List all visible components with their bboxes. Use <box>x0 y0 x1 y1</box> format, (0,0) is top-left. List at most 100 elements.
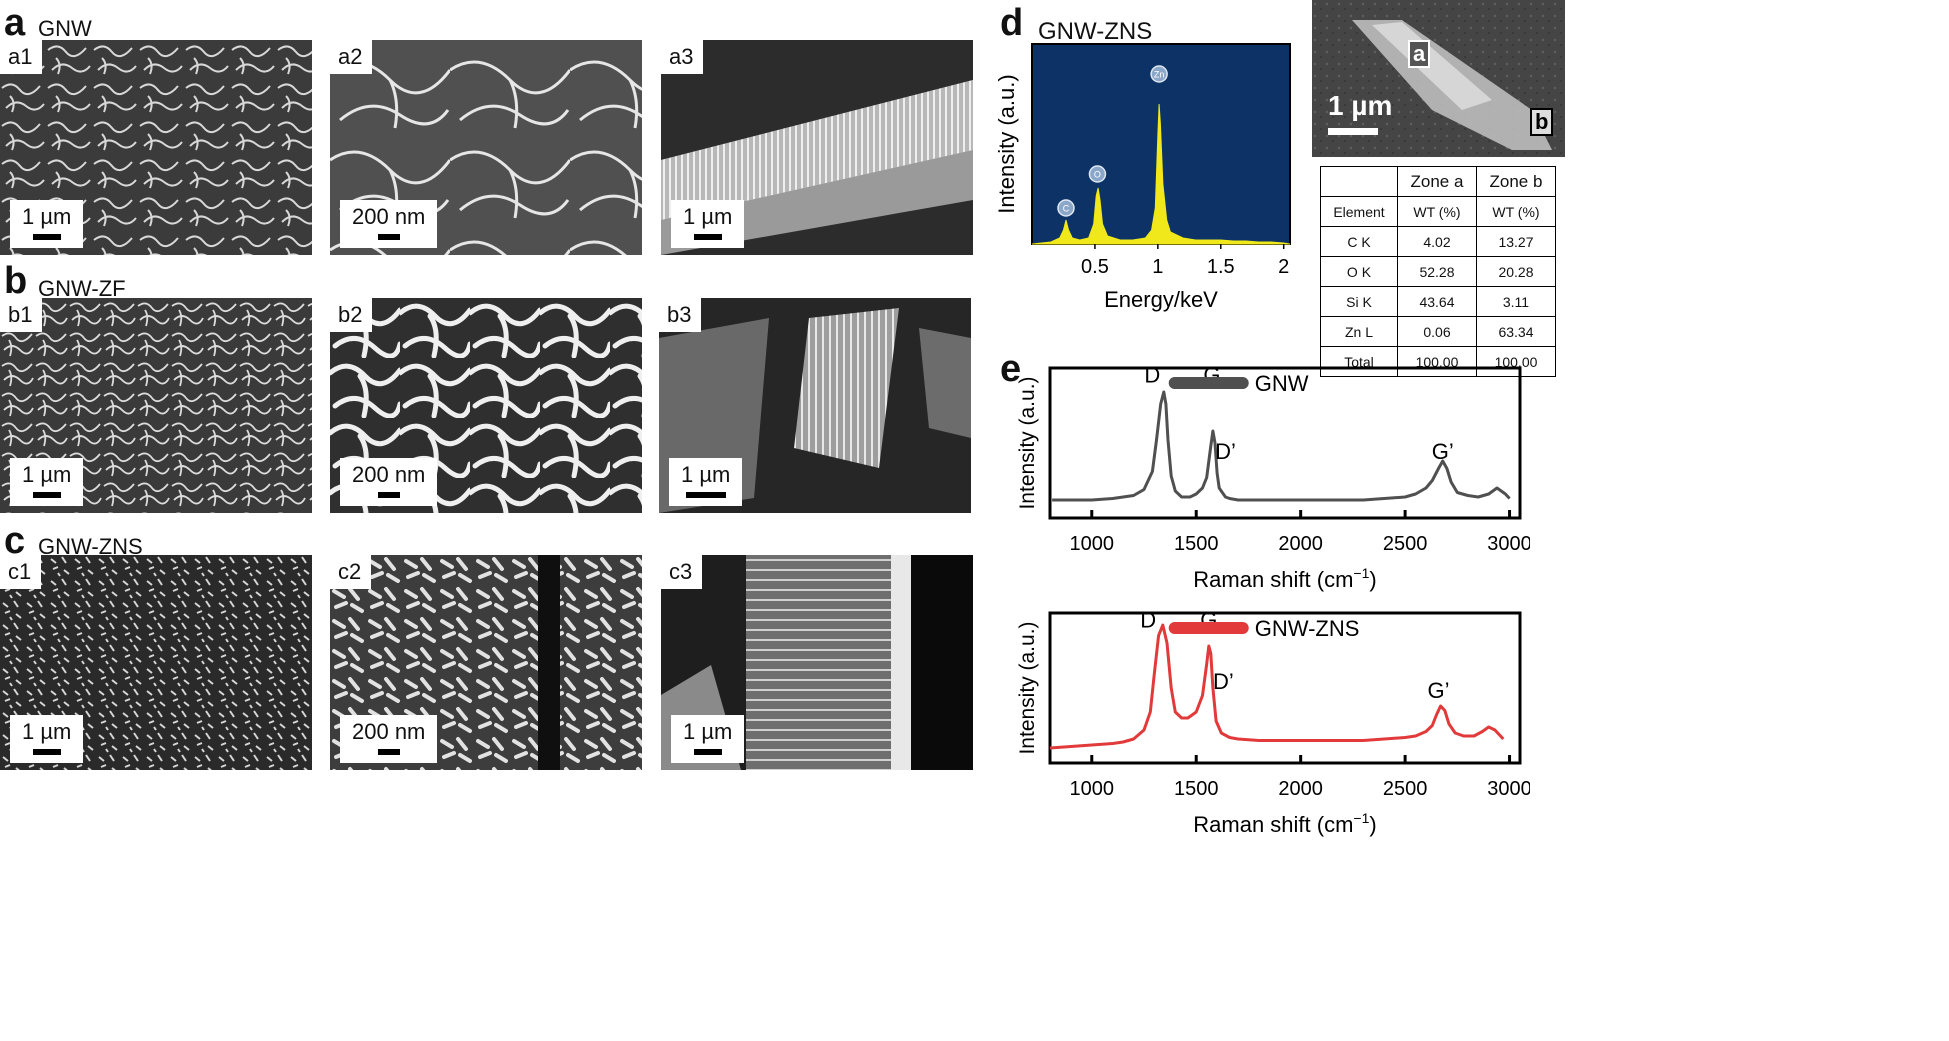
scale-bar-c3: 1 µm <box>671 715 745 763</box>
sem-image-a3: a3 1 µm <box>661 40 973 255</box>
table-header-row: Zone a Zone b <box>1320 166 1557 197</box>
scale-bar-b1: 1 µm <box>10 458 84 506</box>
x-tick-label: 2000 <box>1278 778 1323 800</box>
x-tick-label: 1000 <box>1070 778 1115 800</box>
sem-image-d: a b 1 µm <box>1312 0 1565 157</box>
x-tick-label: 1.5 <box>1207 256 1235 278</box>
panel-letter-a: a <box>4 2 26 44</box>
x-tick-label: 2000 <box>1278 533 1323 555</box>
x-tick-label: 1500 <box>1174 533 1219 555</box>
sem-image-b2: b2 200 nm <box>330 298 642 513</box>
table-cell: 52.28 <box>1396 256 1477 287</box>
panel-a-label: GNW <box>38 16 92 41</box>
x-tick-label: 3000 <box>1487 778 1530 800</box>
sem-image-a1: a1 1 µm <box>0 40 312 255</box>
sem-image-c1: c1 1 µm <box>0 555 312 770</box>
peak-label: C <box>1063 204 1070 214</box>
scale-text: 1 µm <box>683 204 733 229</box>
plot-frame <box>1048 366 1522 520</box>
subpanel-label-b3: b3 <box>659 298 702 332</box>
plot-frame <box>1048 611 1522 765</box>
sem-image-c3: c3 1 µm <box>661 555 973 770</box>
zone-b-marker: b <box>1530 108 1554 137</box>
scale-text: 1 µm <box>1328 90 1393 121</box>
subpanel-label-a3: a3 <box>661 40 704 74</box>
scale-text: 1 µm <box>683 719 733 744</box>
scale-bar-d: 1 µm <box>1328 92 1392 135</box>
subpanel-label-c3: c3 <box>661 555 703 589</box>
table-cell: 100.00 <box>1396 346 1477 377</box>
table-cell: 13.27 <box>1475 226 1557 257</box>
scale-text: 200 nm <box>352 204 426 229</box>
peak-label: G’ <box>1432 439 1454 464</box>
subpanel-label-a2: a2 <box>330 40 373 74</box>
legend-label: GNW <box>1255 371 1309 396</box>
x-tick-label: 0.5 <box>1081 256 1109 278</box>
edx-composition-table: Zone a Zone b Element WT (%) WT (%) C K 4.02 13… <box>1320 166 1557 377</box>
table-cell: O K <box>1320 256 1398 287</box>
table-row: Zn L 0.06 63.34 <box>1320 316 1557 347</box>
x-axis-title-superscript: −1 <box>1353 565 1369 581</box>
subpanel-label-b1: b1 <box>0 298 43 332</box>
edx-spectrum-chart: C O Zn 0.5 1 1.5 2 Energy/keV Intensity (a.u.) <box>994 43 1291 312</box>
table-cell: 4.02 <box>1396 226 1477 257</box>
x-tick-label: 3000 <box>1487 533 1530 555</box>
scale-bar-c2: 200 nm <box>340 715 438 763</box>
scale-bar-a2: 200 nm <box>340 200 438 248</box>
scale-bar-b3: 1 µm <box>669 458 743 506</box>
panel-b-label: GNW-ZF <box>38 276 126 301</box>
x-axis-title: Energy/keV <box>1104 287 1218 312</box>
y-axis-title: Intensity (a.u.) <box>1016 621 1039 754</box>
panel-letter-c: c <box>4 520 26 562</box>
peak-label: D <box>1140 608 1156 633</box>
table-row: Total 100.00 100.00 <box>1320 346 1557 377</box>
peak-label: O <box>1094 170 1101 180</box>
table-cell: Si K <box>1320 286 1398 317</box>
sem-image-c2: c2 200 nm <box>330 555 642 770</box>
table-cell: 0.06 <box>1396 316 1477 347</box>
x-tick-label: 1 <box>1152 256 1163 278</box>
scale-bar-b2: 200 nm <box>340 458 438 506</box>
table-cell: 43.64 <box>1396 286 1477 317</box>
x-tick-label: 2500 <box>1383 778 1428 800</box>
table-cell: 100.00 <box>1475 346 1557 377</box>
y-axis-title: Intensity (a.u.) <box>994 74 1019 213</box>
table-cell: 63.34 <box>1475 316 1557 347</box>
scale-bar-a3: 1 µm <box>671 200 745 248</box>
panel-d-label: GNW-ZNS <box>1038 18 1153 45</box>
peak-label: D’ <box>1215 439 1236 464</box>
panel-letter-d: d <box>1000 2 1024 44</box>
y-axis-title: Intensity (a.u.) <box>1016 376 1039 509</box>
scale-text: 200 nm <box>352 719 426 744</box>
table-row: C K 4.02 13.27 <box>1320 226 1557 257</box>
table-cell: Element <box>1320 196 1398 227</box>
x-axis-title-end: ) <box>1369 567 1376 592</box>
scale-text: 1 µm <box>22 719 72 744</box>
peak-label: D’ <box>1213 669 1234 694</box>
subpanel-label-c2: c2 <box>330 555 372 589</box>
panel-c-label: GNW-ZNS <box>38 534 143 559</box>
scale-text: 1 µm <box>681 462 731 487</box>
zone-a-marker: a <box>1408 40 1431 69</box>
table-cell: C K <box>1320 226 1398 257</box>
table-cell: WT (%) <box>1475 196 1557 227</box>
table-cell: Total <box>1320 346 1398 377</box>
scale-text: 200 nm <box>352 462 426 487</box>
scale-text: 1 µm <box>22 204 72 229</box>
scale-bar-a1: 1 µm <box>10 200 84 248</box>
peak-label: Zn <box>1154 70 1165 80</box>
sem-image-a2: a2 200 nm <box>330 40 642 255</box>
table-cell: 20.28 <box>1475 256 1557 287</box>
panel-letter-e: e <box>1000 348 1022 390</box>
x-axis-title-main: Raman shift (cm <box>1193 567 1353 592</box>
scale-text: 1 µm <box>22 462 72 487</box>
peak-label: G’ <box>1428 678 1450 703</box>
table-cell: 3.11 <box>1475 286 1557 317</box>
table-cell: Zn L <box>1320 316 1398 347</box>
x-tick-label: 2500 <box>1383 533 1428 555</box>
spectrum-line <box>1052 390 1511 502</box>
spectrum-line <box>1049 623 1505 750</box>
x-axis-title-end: ) <box>1369 812 1376 837</box>
